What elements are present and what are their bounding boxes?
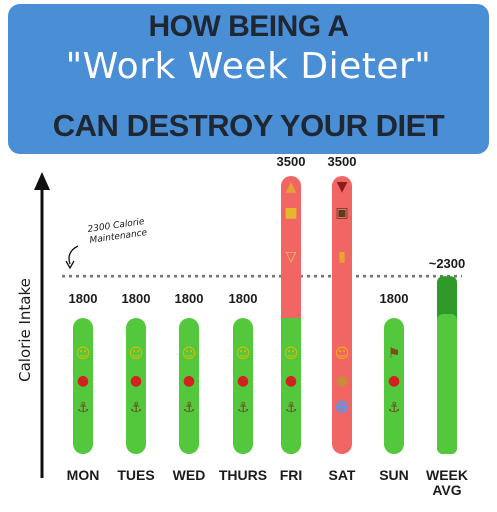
cocktail-icon: ▽	[286, 249, 297, 265]
weightlifter-icon: ⚓	[183, 400, 196, 416]
category-label-week-avg-0: WEEK	[426, 467, 468, 483]
smile-icon: ☺	[284, 346, 299, 362]
bar-mon	[73, 318, 93, 454]
value-label-thurs: 1800	[229, 291, 258, 306]
category-label-sun: SUN	[379, 467, 409, 483]
maintenance-pointer-head-icon	[65, 260, 75, 270]
value-label-sun: 1800	[380, 291, 409, 306]
bar-excess-sat	[332, 176, 352, 454]
category-label-sat: SAT	[329, 467, 356, 483]
weightlifter-icon: ⚓	[77, 400, 90, 416]
category-label-wed: WED	[173, 467, 206, 483]
smile-icon: ☺	[76, 346, 91, 362]
title-line-3c: YOUR DIET	[272, 108, 445, 143]
title-line-3b: DESTROY	[126, 108, 273, 143]
wine-icon: ▼	[337, 179, 348, 195]
category-label-thurs: THURS	[219, 467, 267, 483]
runner-icon: ⚑	[388, 346, 401, 362]
apple-icon: ●	[285, 373, 297, 389]
bar-base-joint-fri	[281, 318, 301, 330]
maintenance-annotation: 2300 Calorie Maintenance	[65, 217, 148, 270]
weightlifter-icon: ⚓	[237, 400, 250, 416]
value-label-mon: 1800	[69, 291, 98, 306]
category-label-mon: MON	[67, 467, 100, 483]
burger-icon: ●	[336, 373, 348, 389]
smile-icon: ☺	[182, 346, 197, 362]
category-label-tues: TUES	[117, 467, 154, 483]
apple-icon: ●	[388, 373, 400, 389]
apple-icon: ●	[237, 373, 249, 389]
beer-icon: ▮	[338, 249, 346, 265]
bar-week-avg	[437, 314, 457, 454]
apple-icon: ●	[77, 373, 89, 389]
bar-tues	[126, 318, 146, 454]
title-line-3a: CAN	[52, 108, 127, 143]
bar-sun	[384, 318, 404, 454]
category-label-week-avg-1: AVG	[432, 482, 461, 498]
title-banner: HOW BEING A "Work Week Dieter" CAN DESTR…	[8, 4, 489, 154]
pizza-icon: ▲	[286, 179, 297, 195]
cinema-icon: ▣	[335, 205, 348, 221]
title-line-2: "Work Week Dieter"	[65, 46, 432, 87]
bar-thurs	[233, 318, 253, 454]
value-label-wed: 1800	[175, 291, 204, 306]
fries-icon: ■	[284, 205, 297, 221]
apple-icon: ●	[183, 373, 195, 389]
bar-base-fri	[281, 318, 301, 454]
value-label-sat: 3500	[328, 154, 357, 169]
weightlifter-icon: ⚓	[388, 400, 401, 416]
apple-icon: ●	[130, 373, 142, 389]
cold-sweat-icon: ☻	[335, 400, 350, 416]
maintenance-pointer	[68, 245, 79, 265]
value-label-week avg: ~2300	[429, 256, 466, 271]
y-axis-arrowhead-icon	[34, 172, 50, 190]
title-line-3: CAN DESTROY YOUR DIET	[8, 108, 489, 144]
category-label-fri: FRI	[280, 467, 303, 483]
y-axis-title: Calorie Intake	[16, 278, 34, 382]
value-label-fri: 3500	[277, 154, 306, 169]
sleepy-icon: ☺	[335, 346, 350, 362]
smile-icon: ☺	[236, 346, 251, 362]
title-line-1: HOW BEING A	[148, 10, 349, 43]
weightlifter-icon: ⚓	[285, 400, 298, 416]
weightlifter-icon: ⚓	[130, 400, 143, 416]
value-label-tues: 1800	[122, 291, 151, 306]
smile-icon: ☺	[129, 346, 144, 362]
bar-wed	[179, 318, 199, 454]
